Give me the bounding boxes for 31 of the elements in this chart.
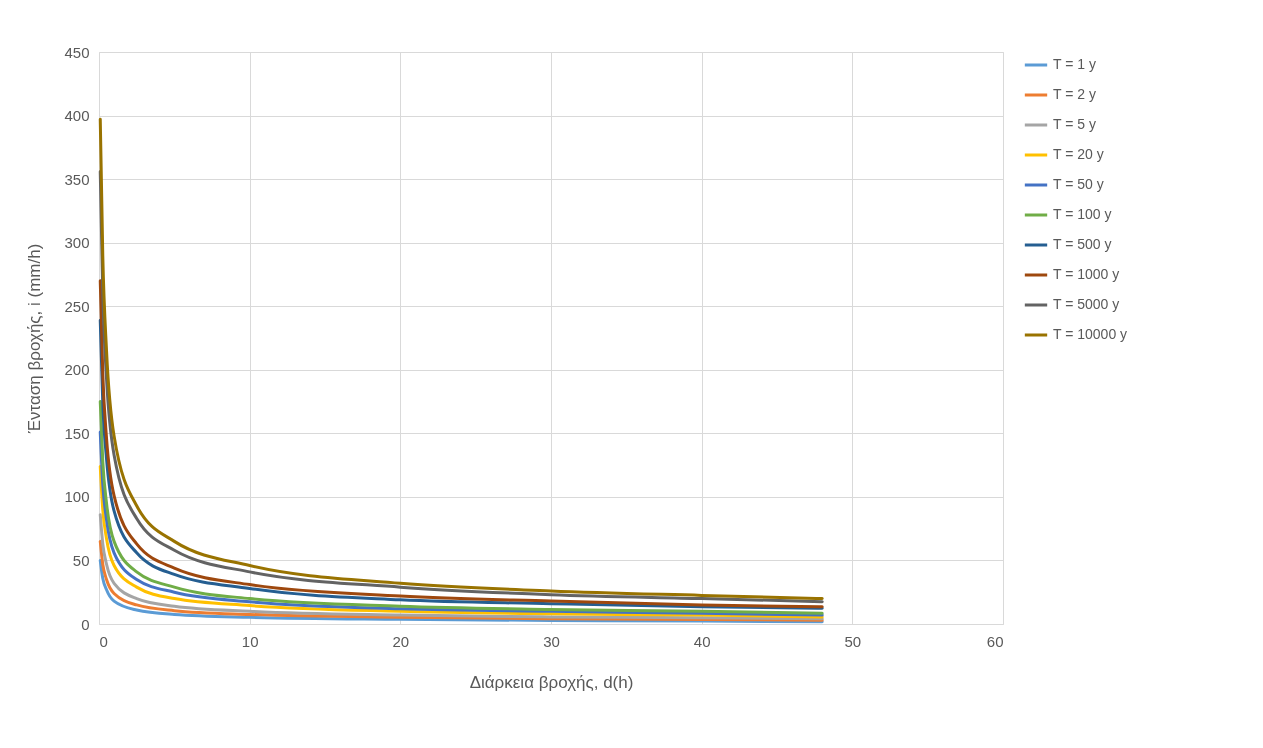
y-tick-label: 0 — [81, 615, 90, 633]
y-tick-label: 250 — [64, 297, 90, 315]
x-tick-label: 60 — [986, 632, 1004, 650]
x-tick-label: 10 — [241, 632, 259, 650]
y-tick-label: 450 — [64, 43, 90, 61]
legend-label: T = 5000 y — [1053, 296, 1120, 312]
legend-label: T = 2 y — [1053, 86, 1096, 102]
legend-label: T = 20 y — [1053, 146, 1104, 162]
legend-label: T = 50 y — [1053, 176, 1104, 192]
legend-label: T = 10000 y — [1053, 326, 1128, 342]
x-tick-label: 50 — [844, 632, 862, 650]
legend-label: T = 5 y — [1053, 116, 1096, 132]
y-tick-label: 100 — [64, 488, 90, 506]
line-series — [98, 513, 824, 621]
y-tick-label: 400 — [64, 107, 90, 125]
legend-label: T = 100 y — [1053, 206, 1112, 222]
y-tick-label: 300 — [64, 234, 90, 252]
line-series — [98, 464, 824, 619]
y-tick-label: 50 — [72, 551, 90, 569]
x-tick-label: 40 — [693, 632, 711, 650]
legend-label: T = 1000 y — [1053, 266, 1120, 282]
y-axis-title: Ένταση βροχής, i (mm/h) — [25, 243, 45, 435]
x-tick-label: 20 — [392, 632, 410, 650]
legend-label: T = 500 y — [1053, 236, 1112, 252]
y-tick-label: 350 — [64, 170, 90, 188]
y-tick-label: 200 — [64, 361, 90, 379]
x-axis-title: Διάρκεια βροχής, d(h) — [469, 672, 634, 692]
y-tick-label: 150 — [64, 424, 90, 442]
x-tick-label: 0 — [99, 632, 108, 650]
legend-label: T = 1 y — [1053, 56, 1096, 72]
x-tick-label: 30 — [543, 632, 560, 650]
